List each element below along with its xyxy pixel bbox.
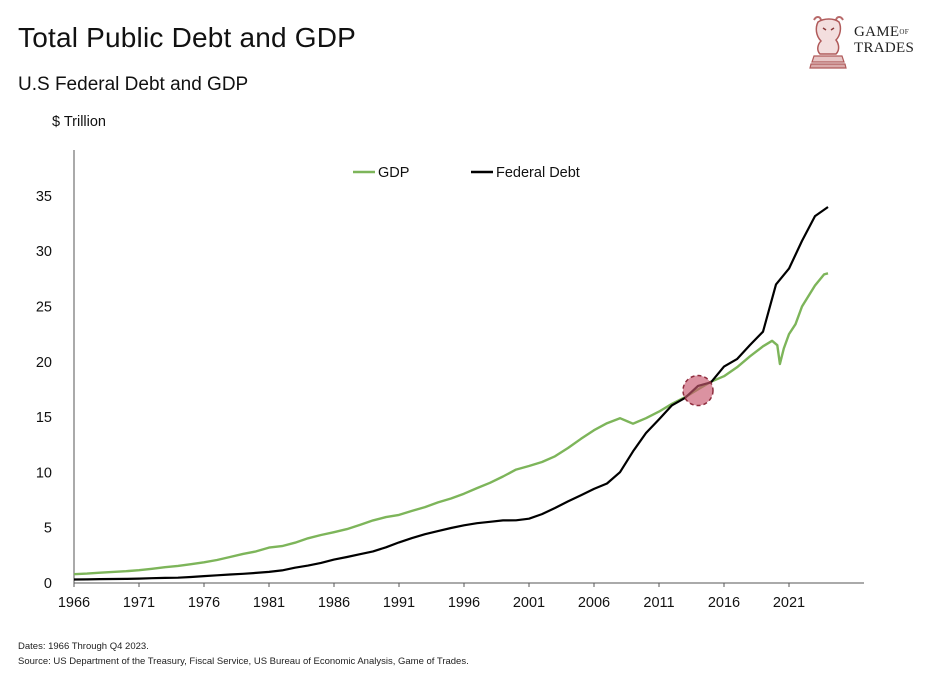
legend-item-federal-debt: Federal Debt [471, 165, 580, 181]
y-tick-label: 20 [36, 355, 52, 371]
y-tick-label: 35 [36, 189, 52, 205]
x-tick-label: 2011 [643, 595, 674, 611]
x-tick-label: 1986 [318, 595, 350, 611]
y-tick-label: 0 [44, 576, 52, 592]
x-tick-label: 1976 [188, 595, 220, 611]
legend-label: GDP [378, 165, 409, 181]
y-axis-unit-label: $ Trillion [52, 114, 106, 130]
gdp-series-line [73, 272, 829, 576]
y-axis-ticks: 0 5 10 15 20 25 30 35 [36, 189, 52, 592]
x-tick-label: 1966 [58, 595, 90, 611]
chart-legend: GDP Federal Debt [353, 165, 580, 181]
crossover-highlight-circle [682, 374, 714, 407]
game-of-trades-logo: GAMEOF TRADES [806, 12, 918, 74]
x-tick-label: 2001 [513, 595, 545, 611]
legend-label: Federal Debt [496, 165, 580, 181]
page-title: Total Public Debt and GDP [18, 22, 357, 53]
x-axis-ticks: 1966 1971 1976 1981 1986 1991 1996 2001 2006 2011… [58, 583, 805, 611]
bull-knight-icon [809, 16, 847, 69]
y-tick-label: 5 [44, 521, 52, 537]
logo-text-trades: TRADES [854, 40, 915, 56]
y-tick-label: 30 [36, 244, 52, 260]
series-layer [73, 206, 829, 581]
footer-dates: Dates: 1966 Through Q4 2023. [18, 641, 149, 652]
y-tick-label: 25 [36, 300, 52, 316]
x-tick-label: 2021 [773, 595, 805, 611]
x-tick-label: 1991 [383, 595, 415, 611]
y-tick-label: 10 [36, 465, 52, 481]
x-tick-label: 2016 [708, 595, 740, 611]
legend-item-gdp: GDP [353, 165, 409, 181]
x-tick-label: 2006 [578, 595, 610, 611]
logo-text-game: GAME [854, 24, 900, 40]
x-tick-label: 1981 [253, 595, 285, 611]
x-tick-label: 1996 [448, 595, 480, 611]
y-tick-label: 15 [36, 410, 52, 426]
chart-subtitle: U.S Federal Debt and GDP [18, 74, 249, 95]
footer-source: Source: US Department of the Treasury, F… [18, 656, 469, 667]
x-tick-label: 1971 [123, 595, 155, 611]
logo-text-of: OF [899, 28, 909, 36]
federal-debt-series-line [73, 206, 829, 581]
